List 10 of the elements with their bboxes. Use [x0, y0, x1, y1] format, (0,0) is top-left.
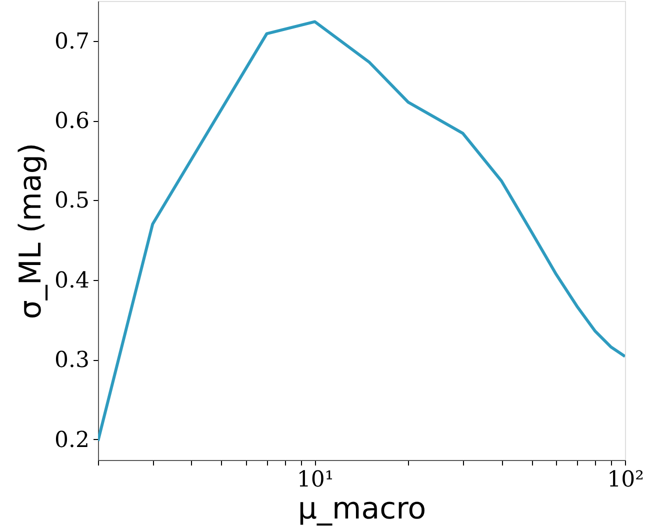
y-tick-label: 0.4 [54, 268, 90, 294]
x-tick-label: 10² [607, 468, 644, 492]
y-axis-title: σ_ML (mag) [14, 142, 49, 320]
y-tick-label: 0.3 [54, 348, 90, 374]
y-tick-label: 0.7 [54, 29, 90, 54]
y-tick-label: 0.5 [54, 188, 90, 214]
y-tick-label: 0.2 [54, 428, 90, 453]
x-axis-title: μ_macro [298, 492, 426, 526]
x-tick-label: 10¹ [296, 468, 334, 492]
y-tick-label: 0.6 [54, 109, 90, 134]
